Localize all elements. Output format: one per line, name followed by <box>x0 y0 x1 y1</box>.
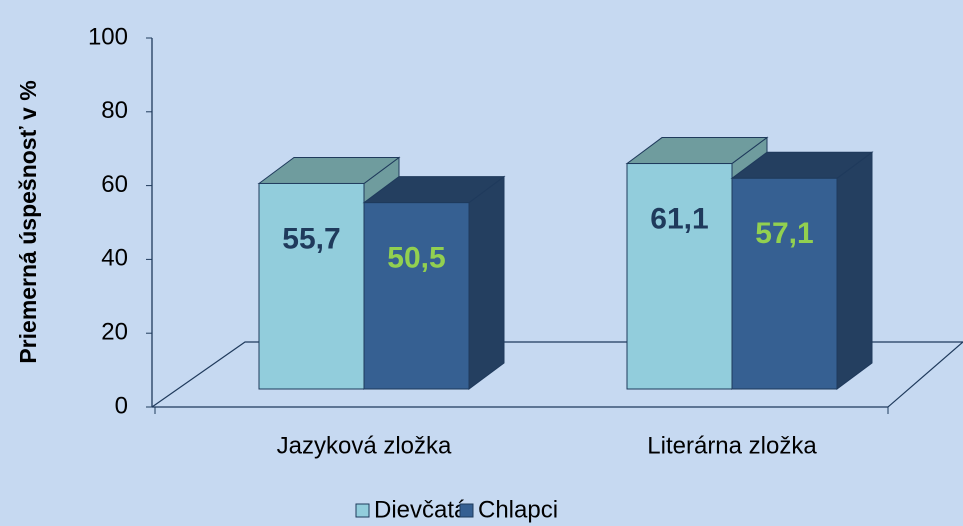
legend-label: Chlapci <box>478 496 558 523</box>
x-tick-label: Literárna zložka <box>647 432 817 459</box>
value-label: 57,1 <box>755 217 813 250</box>
y-tick-label: 20 <box>101 319 128 346</box>
bar <box>731 177 838 390</box>
y-tick-label: 40 <box>101 245 128 272</box>
y-tick-label: 80 <box>101 97 128 124</box>
bar <box>258 182 365 390</box>
value-label: 55,7 <box>282 222 340 255</box>
bar-side <box>468 175 505 390</box>
legend-label: Dievčatá <box>374 496 468 523</box>
bar <box>363 202 470 390</box>
bar-side <box>836 151 873 390</box>
bar <box>626 163 733 390</box>
legend-swatch <box>459 503 474 518</box>
y-axis-title: Priemerná úspešnosť v % <box>15 80 41 363</box>
value-label: 50,5 <box>387 242 445 275</box>
x-tick-label: Jazyková zložka <box>277 432 452 459</box>
y-tick-label: 0 <box>115 392 128 419</box>
value-label: 61,1 <box>650 202 708 235</box>
legend-swatch <box>355 503 370 518</box>
y-tick-label: 100 <box>88 23 128 50</box>
y-tick-label: 60 <box>101 171 128 198</box>
